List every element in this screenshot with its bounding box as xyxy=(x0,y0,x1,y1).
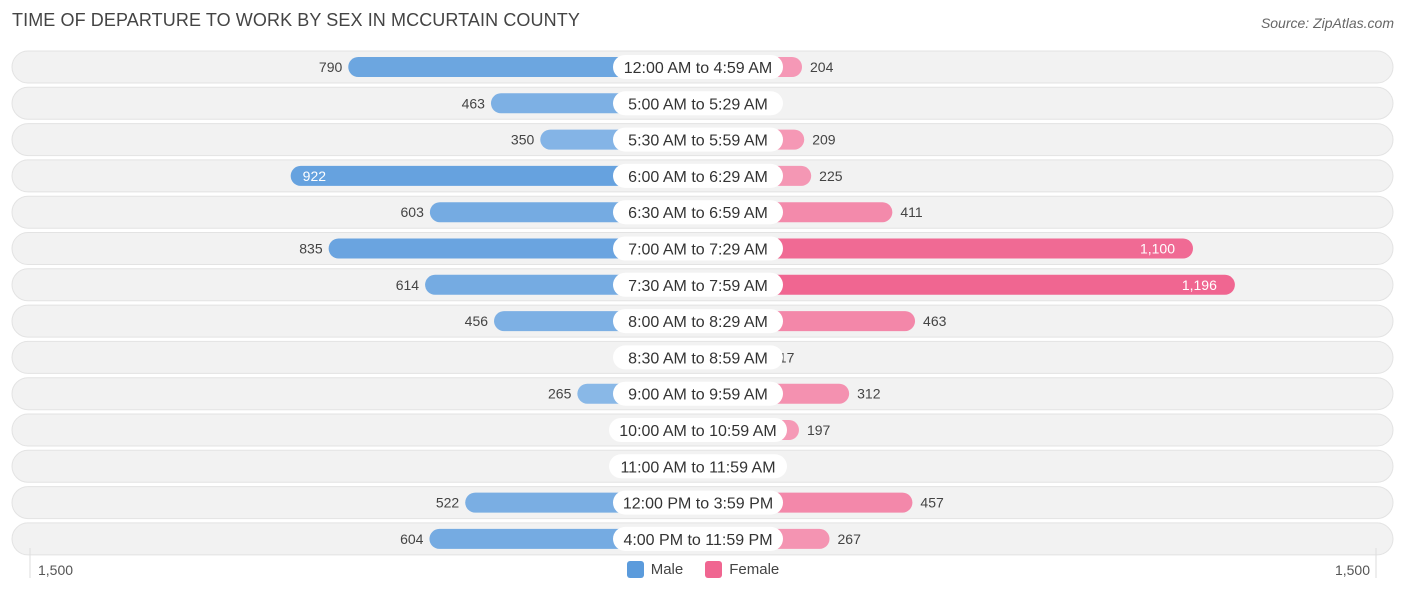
category-pill xyxy=(613,163,783,188)
category-pill xyxy=(613,272,783,297)
male-value-label: 350 xyxy=(511,132,535,148)
category-pill xyxy=(613,381,783,406)
female-value-label: 209 xyxy=(812,132,836,148)
axis-left-max-label: 1,500 xyxy=(38,562,74,578)
category-label: 12:00 AM to 4:59 AM xyxy=(624,60,773,77)
male-value-label: 603 xyxy=(401,204,425,220)
chart-title: TIME OF DEPARTURE TO WORK BY SEX IN MCCU… xyxy=(12,10,580,30)
female-value-label: 204 xyxy=(810,59,834,75)
female-value-label: 411 xyxy=(900,204,923,220)
female-bar xyxy=(703,238,1193,259)
category-label: 11:00 AM to 11:59 AM xyxy=(620,459,775,476)
female-value-label: 457 xyxy=(920,495,944,511)
legend-swatch-male xyxy=(626,561,644,578)
male-value-label: 614 xyxy=(396,277,420,293)
female-value-label: 197 xyxy=(807,422,831,438)
male-value-label: 835 xyxy=(299,241,323,257)
category-pill xyxy=(609,454,787,479)
female-value-label: 1,100 xyxy=(1140,241,1175,257)
male-value-label: 456 xyxy=(465,313,489,329)
female-value-label: 312 xyxy=(857,386,881,402)
category-label: 6:00 AM to 6:29 AM xyxy=(628,169,768,186)
female-bar xyxy=(703,274,1235,295)
legend-swatch-female xyxy=(705,561,723,578)
category-pill xyxy=(609,418,787,442)
category-label: 9:00 AM to 9:59 AM xyxy=(628,387,768,404)
female-value-label: 1,196 xyxy=(1182,277,1217,293)
category-pill xyxy=(613,91,783,116)
axis-right-max-label: 1,500 xyxy=(1334,562,1370,578)
category-label: 10:00 AM to 10:59 AM xyxy=(619,423,776,440)
category-pill xyxy=(613,127,783,152)
category-label: 12:00 PM to 3:59 PM xyxy=(623,496,773,513)
male-value-label: 604 xyxy=(400,531,424,547)
legend-label-male: Male xyxy=(650,561,684,578)
category-label: 7:00 AM to 7:29 AM xyxy=(628,242,768,259)
source-credit: Source: ZipAtlas.com xyxy=(1260,15,1394,31)
category-label: 6:30 AM to 6:59 AM xyxy=(628,205,768,222)
female-value-label: 267 xyxy=(838,531,862,547)
category-label: 5:00 AM to 5:29 AM xyxy=(628,96,768,113)
category-pill xyxy=(613,490,783,515)
male-bar xyxy=(290,165,703,186)
male-value-label: 522 xyxy=(436,495,460,511)
category-label: 7:30 AM to 7:59 AM xyxy=(628,278,768,295)
male-value-label: 790 xyxy=(319,59,343,75)
category-pill xyxy=(613,200,783,225)
legend-item-male: Male xyxy=(626,561,684,578)
female-value-label: 225 xyxy=(819,168,843,184)
category-pill xyxy=(613,309,783,334)
category-pill xyxy=(613,236,783,261)
category-label: 8:30 AM to 8:59 AM xyxy=(628,350,768,367)
category-pill xyxy=(613,345,783,370)
category-label: 4:00 PM to 11:59 PM xyxy=(623,532,772,549)
legend: Male Female xyxy=(0,561,1406,578)
category-pill xyxy=(613,55,783,79)
category-label: 5:30 AM to 5:59 AM xyxy=(628,133,768,150)
category-pill xyxy=(613,526,783,551)
male-bar xyxy=(328,238,703,259)
male-value-label: 463 xyxy=(462,95,486,111)
category-label: 8:00 AM to 8:29 AM xyxy=(628,314,768,331)
legend-item-female: Female xyxy=(705,561,779,578)
female-value-label: 463 xyxy=(923,313,947,329)
legend-label-female: Female xyxy=(729,561,780,578)
male-value-label: 265 xyxy=(548,386,572,402)
male-value-label: 922 xyxy=(303,168,327,184)
